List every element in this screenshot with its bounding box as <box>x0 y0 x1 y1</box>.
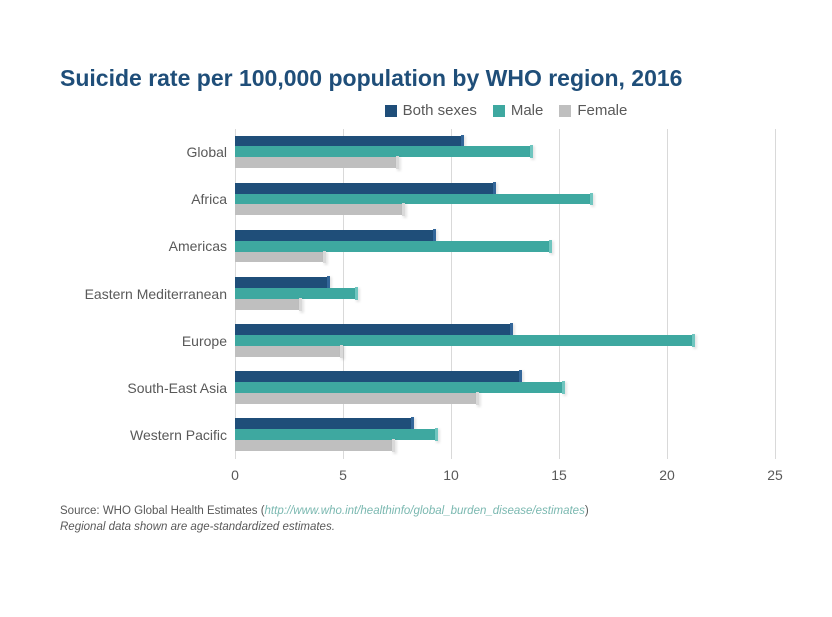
category-label: Americas <box>169 238 235 254</box>
bar-male <box>235 429 436 440</box>
bar-cap <box>590 193 593 206</box>
bar-male <box>235 382 563 393</box>
bar-female <box>235 204 403 215</box>
category-label: Eastern Mediterranean <box>85 286 235 302</box>
category-row: Europe <box>235 324 775 357</box>
source-prefix: Source: <box>60 505 103 517</box>
legend-swatch-female <box>559 105 571 117</box>
bar-cap <box>476 392 479 405</box>
bar-cap <box>396 156 399 169</box>
bar-female <box>235 252 324 263</box>
source-note: Regional data shown are age-standardized… <box>60 521 335 533</box>
bar-both <box>235 183 494 194</box>
category-row: Eastern Mediterranean <box>235 277 775 310</box>
page: Suicide rate per 100,000 population by W… <box>0 0 832 617</box>
bar-male <box>235 146 531 157</box>
chart-title: Suicide rate per 100,000 population by W… <box>60 65 792 92</box>
x-tick-label: 10 <box>443 467 459 483</box>
legend-item-male: Male <box>493 102 544 119</box>
x-tick-label: 15 <box>551 467 567 483</box>
paren-open: ( <box>258 505 265 517</box>
category-row: Global <box>235 136 775 169</box>
bar-male <box>235 241 550 252</box>
bar-cap <box>562 381 565 394</box>
grid-line <box>775 129 776 459</box>
bar-both <box>235 136 462 147</box>
bar-cap <box>323 251 326 264</box>
legend-item-both: Both sexes <box>385 102 477 119</box>
paren-close: ) <box>585 505 589 517</box>
legend-label-both: Both sexes <box>403 102 477 119</box>
category-row: Western Pacific <box>235 418 775 451</box>
bar-male <box>235 194 591 205</box>
category-label: South-East Asia <box>127 380 235 396</box>
bar-cap <box>692 334 695 347</box>
bar-cap <box>340 345 343 358</box>
chart-area: 0 5 10 15 20 25 Global Africa Americas Eastern Me… <box>60 129 792 489</box>
category-row: South-East Asia <box>235 371 775 404</box>
legend: Both sexes Male Female <box>220 102 792 121</box>
bar-both <box>235 418 412 429</box>
bar-cap <box>299 298 302 311</box>
bar-cap <box>530 145 533 158</box>
source-link[interactable]: http://www.who.int/healthinfo/global_bur… <box>265 505 585 517</box>
bar-cap <box>402 203 405 216</box>
chart-plot: 0510152025GlobalAfricaAmericasEastern Me… <box>60 129 775 489</box>
bar-female <box>235 299 300 310</box>
category-label: Global <box>187 144 235 160</box>
legend-label-female: Female <box>577 102 627 119</box>
bar-cap <box>355 287 358 300</box>
legend-swatch-both <box>385 105 397 117</box>
category-label: Africa <box>191 191 235 207</box>
bar-both <box>235 277 328 288</box>
category-row: Africa <box>235 183 775 216</box>
bar-female <box>235 157 397 168</box>
x-tick-label: 5 <box>339 467 347 483</box>
bar-cap <box>435 428 438 441</box>
bar-female <box>235 440 393 451</box>
category-label: Western Pacific <box>130 427 235 443</box>
x-tick-label: 0 <box>231 467 239 483</box>
bar-female <box>235 393 477 404</box>
category-row: Americas <box>235 230 775 263</box>
source-footer: Source: WHO Global Health Estimates (htt… <box>60 503 792 535</box>
category-label: Europe <box>182 333 235 349</box>
legend-item-female: Female <box>559 102 627 119</box>
bar-female <box>235 346 341 357</box>
legend-label-male: Male <box>511 102 544 119</box>
x-tick-label: 20 <box>659 467 675 483</box>
x-tick-label: 25 <box>767 467 783 483</box>
bar-cap <box>392 439 395 452</box>
bar-male <box>235 335 693 346</box>
source-org: WHO Global Health Estimates <box>103 505 258 517</box>
bar-cap <box>549 240 552 253</box>
bar-both <box>235 230 434 241</box>
legend-swatch-male <box>493 105 505 117</box>
bar-both <box>235 371 520 382</box>
bar-both <box>235 324 511 335</box>
bar-male <box>235 288 356 299</box>
